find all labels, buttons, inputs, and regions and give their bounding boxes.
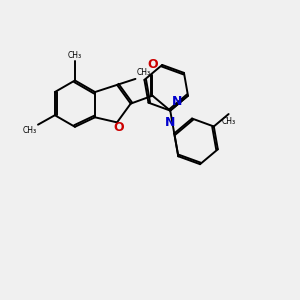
Text: N: N (172, 94, 182, 108)
Text: CH₃: CH₃ (137, 68, 151, 77)
Text: CH₃: CH₃ (68, 51, 82, 60)
Text: O: O (147, 58, 158, 71)
Text: N: N (165, 116, 175, 129)
Text: O: O (113, 121, 124, 134)
Text: CH₃: CH₃ (22, 126, 37, 135)
Text: CH₃: CH₃ (221, 117, 236, 126)
